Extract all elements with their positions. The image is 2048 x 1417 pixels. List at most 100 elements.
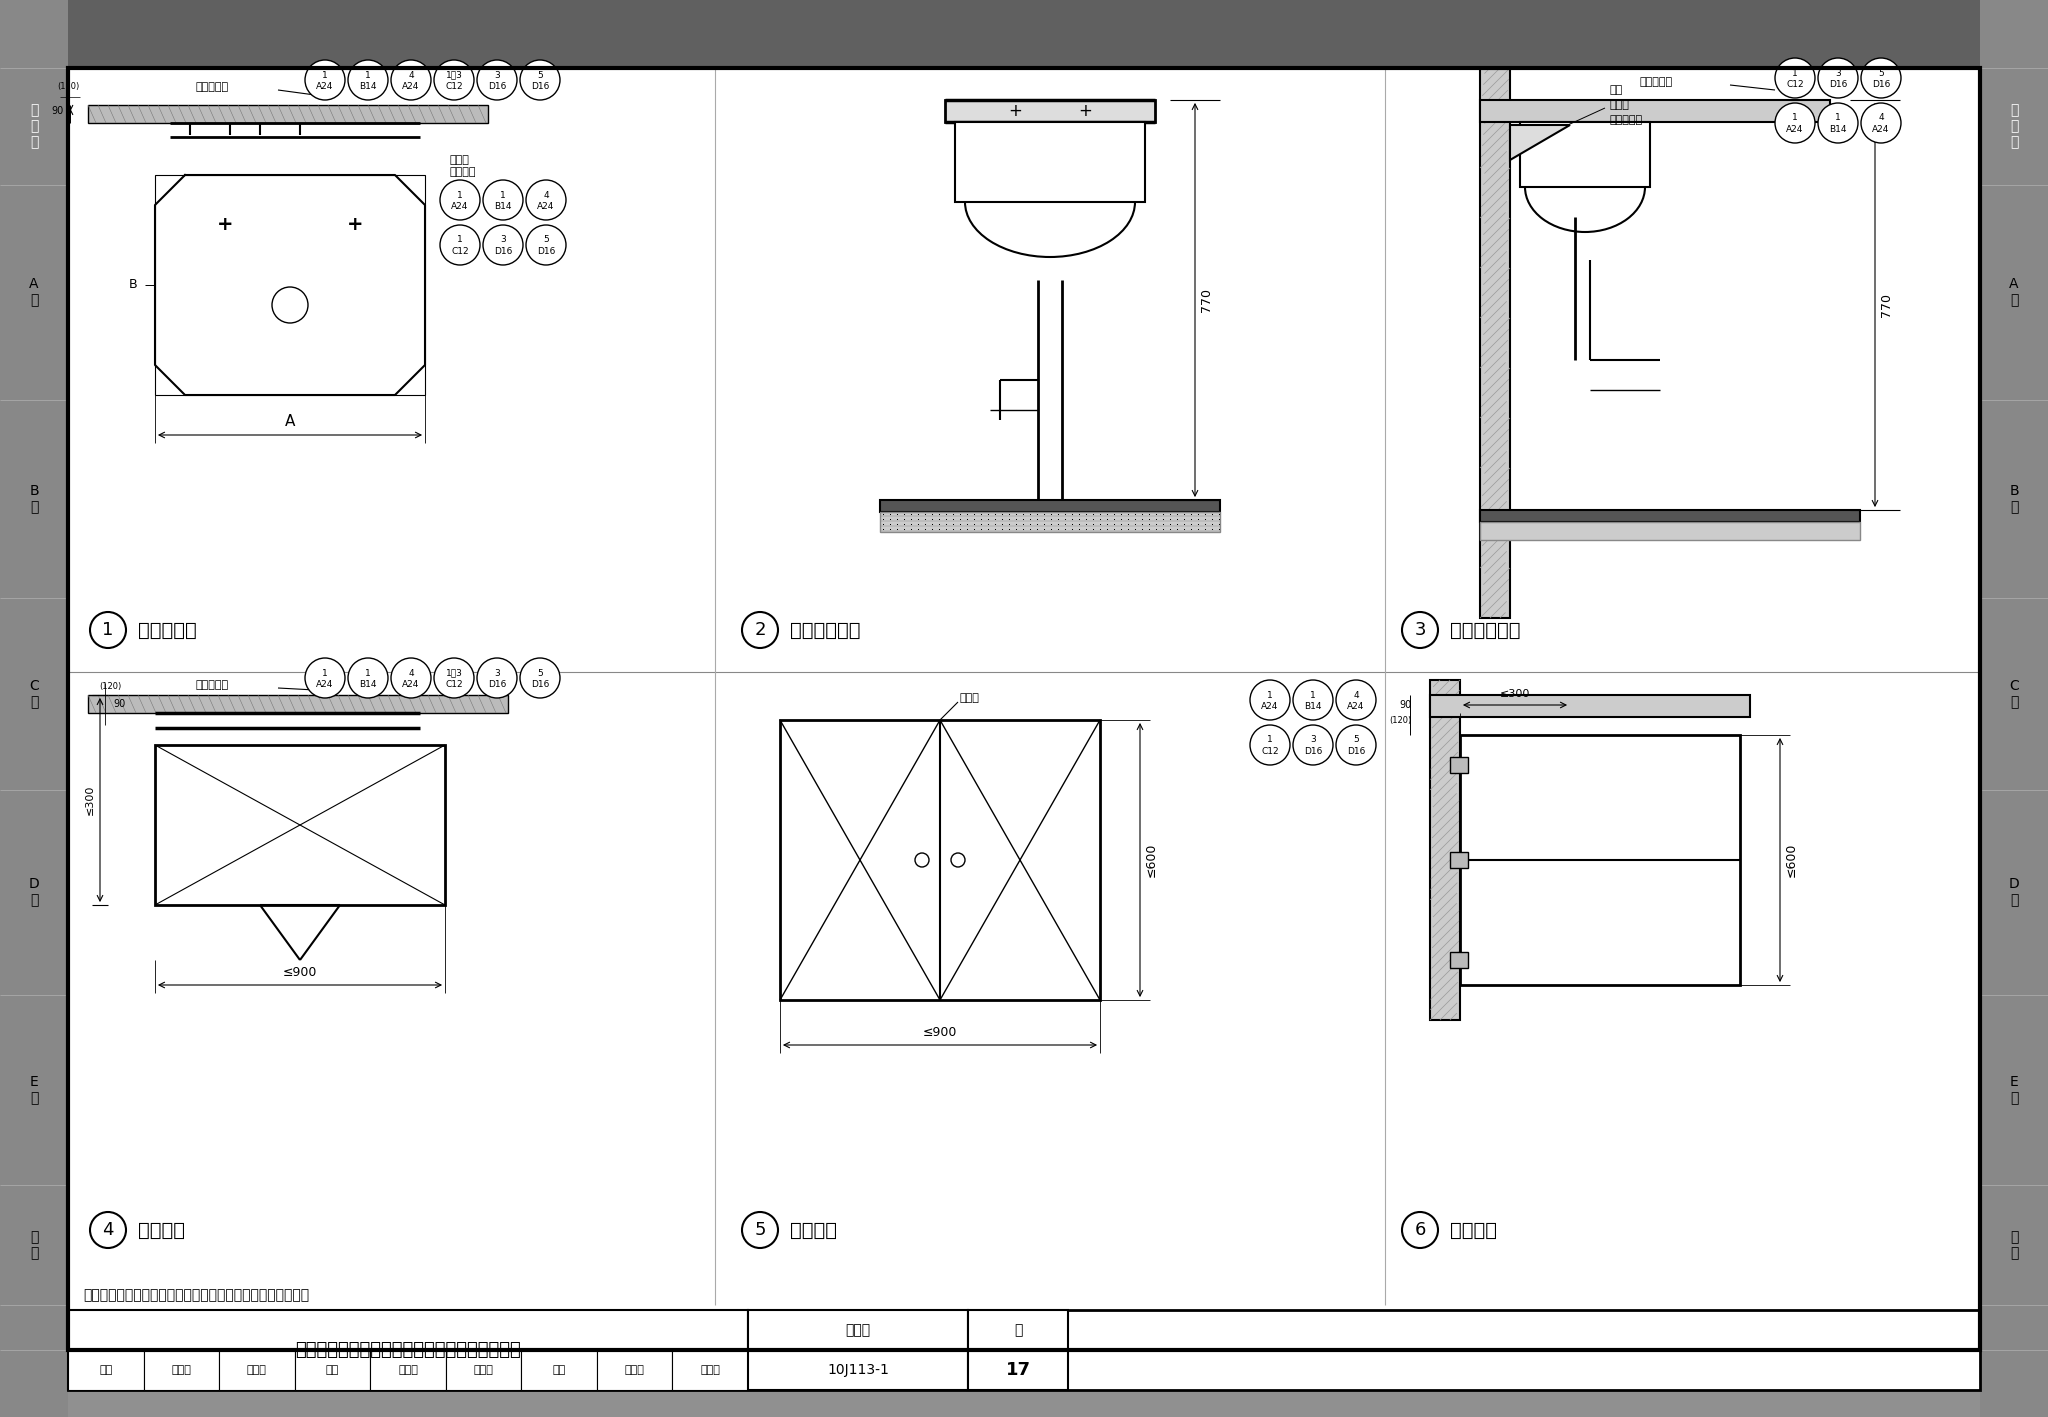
Text: 1、3: 1、3 bbox=[446, 669, 463, 677]
Text: 审核: 审核 bbox=[98, 1365, 113, 1374]
Text: A
型: A 型 bbox=[2009, 278, 2019, 307]
Text: 1: 1 bbox=[500, 190, 506, 200]
Text: 校对: 校对 bbox=[326, 1365, 340, 1374]
Bar bbox=[1481, 68, 1509, 618]
Text: D16: D16 bbox=[487, 82, 506, 91]
Text: 1: 1 bbox=[322, 669, 328, 677]
Text: 1: 1 bbox=[102, 621, 115, 639]
Circle shape bbox=[477, 657, 516, 699]
Circle shape bbox=[348, 60, 387, 101]
Bar bbox=[371, 1350, 446, 1390]
Circle shape bbox=[1335, 726, 1376, 765]
Text: 1: 1 bbox=[1311, 690, 1317, 700]
Text: C12: C12 bbox=[1786, 79, 1804, 89]
Bar bbox=[881, 500, 1221, 512]
Text: 1: 1 bbox=[1268, 690, 1274, 700]
Bar bbox=[881, 512, 1221, 531]
Circle shape bbox=[1819, 58, 1858, 98]
Circle shape bbox=[520, 657, 559, 699]
Text: ≤900: ≤900 bbox=[283, 966, 317, 979]
Bar bbox=[748, 1309, 969, 1350]
Text: +: + bbox=[1077, 102, 1092, 120]
Circle shape bbox=[1776, 103, 1815, 143]
Circle shape bbox=[483, 225, 522, 265]
Text: C12: C12 bbox=[451, 247, 469, 256]
Text: B14: B14 bbox=[1829, 125, 1847, 133]
Text: B: B bbox=[129, 279, 137, 292]
Text: 吊柜剖面: 吊柜剖面 bbox=[1450, 1220, 1497, 1240]
Text: ≤600: ≤600 bbox=[1786, 843, 1798, 877]
Bar bbox=[1450, 952, 1468, 968]
Text: 连接点详见: 连接点详见 bbox=[195, 680, 227, 690]
Text: 成品三角架: 成品三角架 bbox=[1610, 115, 1642, 125]
Bar bbox=[1980, 0, 2048, 1417]
Text: D16: D16 bbox=[530, 680, 549, 689]
Text: E
型: E 型 bbox=[29, 1076, 39, 1105]
Text: 页: 页 bbox=[1014, 1323, 1022, 1338]
Bar bbox=[1481, 521, 1860, 540]
Text: 17: 17 bbox=[1006, 1360, 1030, 1379]
Text: 图集号: 图集号 bbox=[846, 1323, 870, 1338]
Text: 770: 770 bbox=[1880, 293, 1892, 317]
Bar bbox=[68, 1350, 1980, 1417]
Circle shape bbox=[348, 657, 387, 699]
Bar bbox=[143, 1350, 219, 1390]
Text: 4: 4 bbox=[543, 190, 549, 200]
Text: 1: 1 bbox=[1835, 113, 1841, 122]
Text: 连接点详见: 连接点详见 bbox=[1640, 77, 1673, 86]
Text: 1: 1 bbox=[1792, 113, 1798, 122]
Bar bbox=[1481, 510, 1860, 521]
Text: A24: A24 bbox=[537, 201, 555, 211]
Bar bbox=[0, 0, 68, 1417]
Text: 高官城: 高官城 bbox=[248, 1365, 266, 1374]
Text: D16: D16 bbox=[530, 82, 549, 91]
Bar bbox=[748, 1350, 969, 1390]
Text: D16: D16 bbox=[487, 680, 506, 689]
Bar bbox=[1450, 757, 1468, 774]
Text: 5: 5 bbox=[1354, 735, 1360, 744]
Text: A: A bbox=[285, 414, 295, 429]
Text: 附
录: 附 录 bbox=[31, 1230, 39, 1260]
Text: B14: B14 bbox=[1305, 701, 1321, 711]
Text: 3: 3 bbox=[1311, 735, 1317, 744]
Text: E
型: E 型 bbox=[2009, 1076, 2019, 1105]
Text: 3: 3 bbox=[494, 669, 500, 677]
Text: 90: 90 bbox=[115, 699, 127, 708]
Text: B14: B14 bbox=[358, 82, 377, 91]
Text: ≤600: ≤600 bbox=[1145, 843, 1157, 877]
Text: 90: 90 bbox=[1399, 700, 1411, 710]
Text: 5: 5 bbox=[1878, 68, 1884, 78]
Circle shape bbox=[1335, 680, 1376, 720]
Text: A24: A24 bbox=[1262, 701, 1278, 711]
Text: 总
说
明: 总 说 明 bbox=[2009, 103, 2017, 150]
Text: A24: A24 bbox=[315, 680, 334, 689]
Text: 连接点详见: 连接点详见 bbox=[195, 82, 227, 92]
Bar bbox=[1450, 852, 1468, 869]
Text: D
型: D 型 bbox=[29, 877, 39, 908]
Circle shape bbox=[1292, 726, 1333, 765]
Bar bbox=[1481, 101, 1831, 122]
Circle shape bbox=[1249, 726, 1290, 765]
Bar bbox=[219, 1350, 295, 1390]
Bar bbox=[1430, 680, 1460, 1020]
Text: (120): (120) bbox=[1389, 716, 1411, 724]
Circle shape bbox=[741, 1212, 778, 1248]
Text: +: + bbox=[346, 215, 362, 234]
Text: C12: C12 bbox=[444, 82, 463, 91]
Text: 洗面盆平面: 洗面盆平面 bbox=[137, 621, 197, 639]
Bar bbox=[68, 1350, 143, 1390]
Text: 吊柜立面: 吊柜立面 bbox=[791, 1220, 838, 1240]
Circle shape bbox=[741, 612, 778, 648]
Text: 张兰英: 张兰英 bbox=[397, 1365, 418, 1374]
Text: 1: 1 bbox=[322, 71, 328, 79]
Text: 4: 4 bbox=[1354, 690, 1358, 700]
Bar bbox=[672, 1350, 748, 1390]
Circle shape bbox=[483, 180, 522, 220]
Text: 1: 1 bbox=[1268, 735, 1274, 744]
Text: (120): (120) bbox=[57, 82, 80, 92]
Circle shape bbox=[526, 225, 565, 265]
Circle shape bbox=[1249, 680, 1290, 720]
Text: 1、3: 1、3 bbox=[446, 71, 463, 79]
Text: 高宝林: 高宝林 bbox=[172, 1365, 190, 1374]
Text: 洗脸盆: 洗脸盆 bbox=[1610, 101, 1630, 111]
